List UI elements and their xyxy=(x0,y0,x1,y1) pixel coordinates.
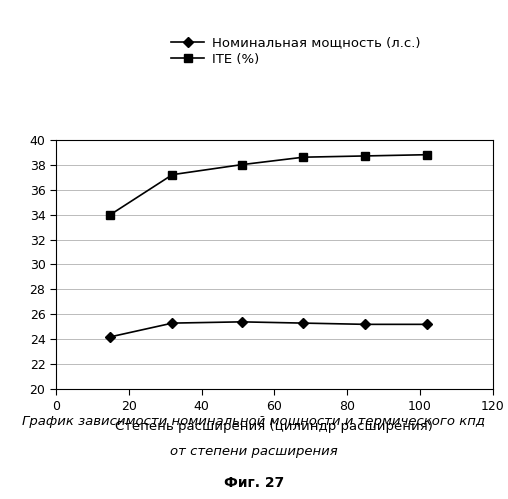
X-axis label: Степень расширения (цилиндр расширения): Степень расширения (цилиндр расширения) xyxy=(115,420,433,433)
Text: от степени расширения: от степени расширения xyxy=(170,445,338,458)
Text: Фиг. 27: Фиг. 27 xyxy=(224,476,284,490)
Text: График зависимости номинальной мощности и термического кпд: График зависимости номинальной мощности … xyxy=(22,415,486,428)
Legend: Номинальная мощность (л.с.), ITE (%): Номинальная мощность (л.с.), ITE (%) xyxy=(172,36,421,66)
